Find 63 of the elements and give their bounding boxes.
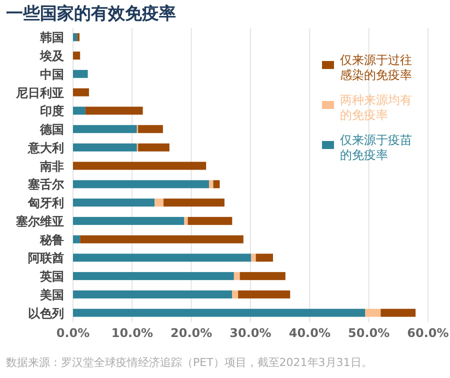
y-tick-label: 中国 <box>40 67 64 82</box>
y-tick-label: 南非 <box>39 159 64 174</box>
y-tick-label: 英国 <box>39 270 64 284</box>
x-tick-label: 10.0% <box>111 326 153 340</box>
x-tick-label: 40.0% <box>288 326 330 340</box>
bar <box>73 235 80 244</box>
bar <box>73 143 137 152</box>
bar <box>164 198 224 207</box>
bar <box>85 106 143 115</box>
x-tick-label: 50.0% <box>348 326 390 340</box>
bar <box>209 180 214 188</box>
y-tick-label: 意大利 <box>27 140 64 155</box>
bar <box>380 308 416 317</box>
bar <box>73 198 155 207</box>
bar <box>73 125 137 134</box>
bar <box>251 254 256 262</box>
bar <box>73 308 366 317</box>
bar <box>77 33 80 42</box>
bar <box>73 52 80 60</box>
bar <box>80 235 244 244</box>
y-tick-label: 阿联酋 <box>28 251 64 266</box>
source-note: 数据来源：罗汉堂全球疫情经济追踪（PET）项目，截至2021年3月31日。 <box>6 356 372 369</box>
bar <box>138 143 170 152</box>
bar <box>188 216 232 225</box>
bar <box>73 70 88 78</box>
x-tick-label: 60.0% <box>407 326 449 340</box>
chart-title: 一些国家的有效免疫率 <box>6 4 176 24</box>
bar <box>232 290 238 298</box>
bar <box>184 216 188 225</box>
y-tick-label: 埃及 <box>39 49 65 64</box>
bar <box>73 106 86 115</box>
bar <box>73 290 232 298</box>
bar <box>73 216 184 225</box>
bar <box>213 180 220 188</box>
bar <box>73 33 78 42</box>
y-tick-label: 塞舌尔 <box>27 178 65 192</box>
bar <box>73 272 234 280</box>
bar <box>256 254 273 262</box>
x-tick-label: 0.0% <box>56 326 90 340</box>
bar <box>73 180 210 188</box>
legend-label: 仅来源于疫苗的免疫率 <box>340 133 412 162</box>
y-tick-label: 美国 <box>39 288 64 302</box>
bar <box>234 272 240 280</box>
legend-label: 两种来源均有的免疫率 <box>340 93 412 122</box>
y-tick-label: 德国 <box>39 122 64 137</box>
y-tick-label: 秘鲁 <box>39 232 64 247</box>
bar <box>138 125 163 134</box>
bar <box>154 198 164 207</box>
y-tick-label: 以色列 <box>28 306 64 320</box>
y-tick-label: 韩国 <box>39 30 64 45</box>
y-tick-label: 塞尔维亚 <box>15 214 64 228</box>
bar <box>73 88 89 96</box>
bar <box>240 272 286 280</box>
bar <box>238 290 290 298</box>
bar <box>365 308 381 317</box>
bar <box>73 254 252 262</box>
y-tick-label: 印度 <box>40 104 64 118</box>
x-tick-label: 30.0% <box>230 326 272 340</box>
y-tick-label: 匈牙利 <box>27 196 64 210</box>
x-tick-label: 20.0% <box>170 326 212 340</box>
legend-label: 仅来源于过往感染的免疫率 <box>340 53 412 82</box>
y-tick-label: 尼日利亚 <box>15 86 64 100</box>
bar <box>73 162 206 170</box>
